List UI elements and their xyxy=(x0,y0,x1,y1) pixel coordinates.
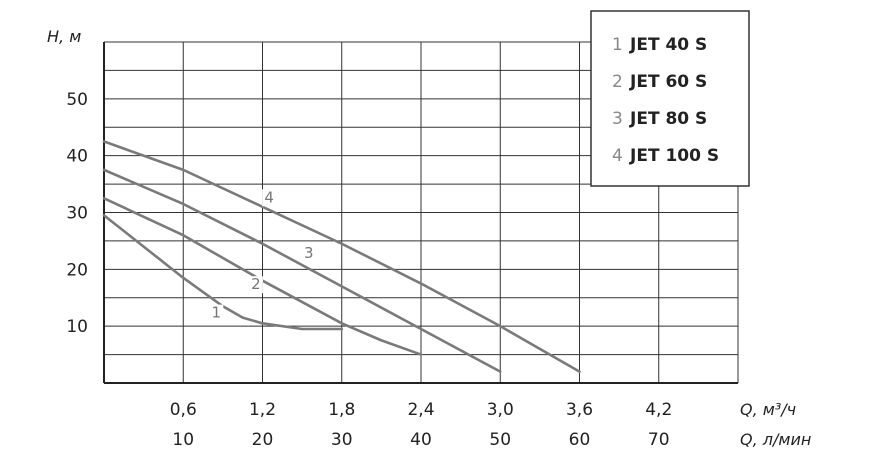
legend-box xyxy=(590,10,750,187)
x2-tick-label: 40 xyxy=(410,430,432,450)
x2-tick-label: 60 xyxy=(569,430,591,450)
legend-item-number: 1 xyxy=(612,35,623,55)
legend-item-label: JET 60 S xyxy=(629,72,707,92)
curve-label-bg xyxy=(248,276,263,294)
x2-tick-label: 10 xyxy=(172,430,194,450)
legend-item-label: JET 40 S xyxy=(629,35,707,55)
x2-tick-label: 20 xyxy=(252,430,274,450)
x-tick-label: 2,4 xyxy=(407,400,434,420)
x2-tick-label: 70 xyxy=(648,430,670,450)
x-axis-title: Q, м³/ч xyxy=(740,400,796,419)
curve-label: 1 xyxy=(211,304,221,322)
curve-jet-40-s xyxy=(102,214,344,331)
legend-item-number: 4 xyxy=(612,146,623,166)
tick-labels: 10 20 30 40 50 0,6 10 1,2 20 1,8 30 2,4 40 3,0 50 3,6 60… xyxy=(66,90,672,450)
x-tick-label: 1,2 xyxy=(249,400,276,420)
curve-jet-60-s xyxy=(102,196,423,356)
x-tick-label: 0,6 xyxy=(170,400,197,420)
legend-item-label: JET 80 S xyxy=(629,109,707,129)
curve-label: 2 xyxy=(251,275,261,293)
axes xyxy=(103,42,738,384)
x-tick-label: 3,6 xyxy=(566,400,593,420)
x2-tick-label: 50 xyxy=(489,430,511,450)
legend-item-label: JET 100 S xyxy=(629,146,719,166)
y-tick-label: 40 xyxy=(66,147,88,167)
curve-label-bg xyxy=(262,189,277,207)
legend: 1 JET 40 S 2 JET 60 S 3 JET 80 S 4 JET 100 S xyxy=(590,10,750,187)
x-tick-label: 1,8 xyxy=(328,400,355,420)
y-tick-label: 50 xyxy=(66,90,88,110)
legend-item-number: 3 xyxy=(612,109,623,129)
curve-label: 3 xyxy=(304,244,314,262)
x-tick-label: 3,0 xyxy=(487,400,514,420)
y-tick-label: 20 xyxy=(66,260,88,280)
x2-tick-label: 30 xyxy=(331,430,353,450)
legend-item-number: 2 xyxy=(612,72,623,92)
y-tick-label: 30 xyxy=(66,204,88,224)
curve-label: 4 xyxy=(264,188,274,206)
curve-label-bg xyxy=(301,244,316,262)
y-tick-label: 10 xyxy=(66,317,88,337)
grid xyxy=(104,41,739,383)
curve-jet-100-s xyxy=(102,140,581,373)
y-axis-title: H, м xyxy=(47,27,81,46)
curve-label-bg xyxy=(209,304,224,322)
curve-jet-80-s xyxy=(102,168,502,373)
x-axis-secondary-title: Q, л/мин xyxy=(740,430,811,449)
curves: 1 2 3 4 xyxy=(102,140,581,373)
x-tick-label: 4,2 xyxy=(645,400,672,420)
